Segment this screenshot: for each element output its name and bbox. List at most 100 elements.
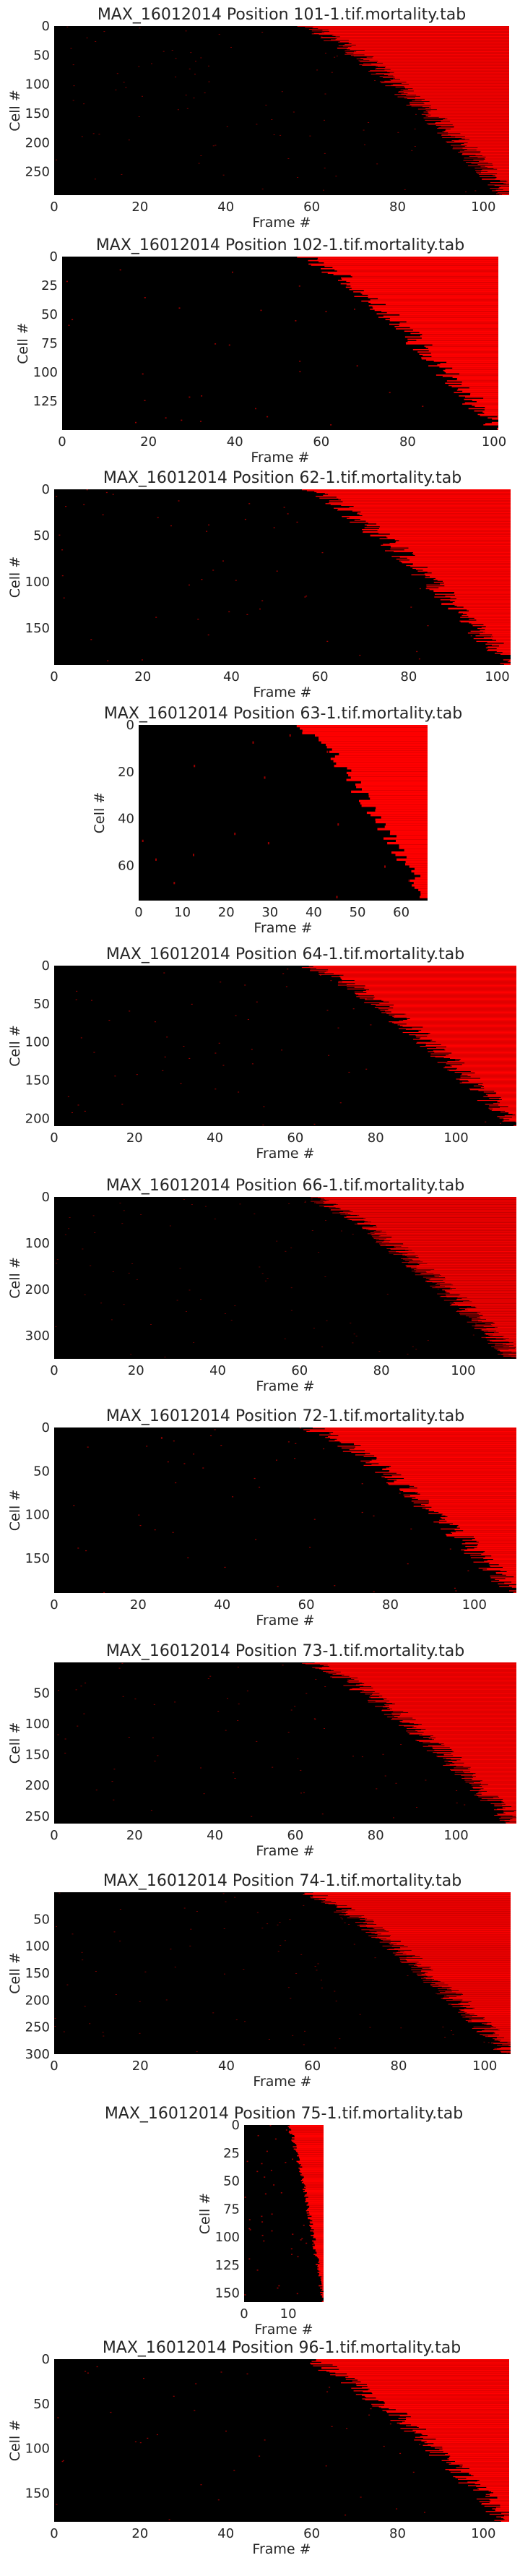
cell-row bbox=[356, 996, 516, 997]
cell-row bbox=[480, 1781, 516, 1782]
cell-row bbox=[347, 1913, 511, 1914]
cell-row bbox=[365, 989, 516, 991]
cell-row bbox=[437, 1756, 516, 1758]
cell-row bbox=[301, 967, 516, 969]
cell-row bbox=[501, 1354, 516, 1355]
cell-row bbox=[292, 2134, 324, 2135]
cell-row bbox=[482, 155, 509, 156]
cell-spot bbox=[64, 1738, 66, 1740]
cell-row bbox=[320, 2270, 324, 2272]
cell-row bbox=[441, 121, 509, 123]
cell-row bbox=[316, 2264, 324, 2265]
cell-row bbox=[348, 1682, 516, 1683]
cell-row bbox=[508, 2045, 511, 2046]
cell-row bbox=[318, 2274, 324, 2275]
cell-row bbox=[493, 636, 511, 637]
cell-row bbox=[422, 1026, 516, 1028]
cell-row bbox=[454, 126, 509, 127]
cell-row bbox=[404, 849, 428, 851]
cell-row bbox=[429, 1501, 516, 1503]
cell-row bbox=[360, 1445, 516, 1446]
cell-row bbox=[349, 1449, 516, 1451]
cell-row bbox=[367, 1233, 516, 1235]
cell-row bbox=[310, 2362, 509, 2364]
cell-row bbox=[391, 1719, 516, 1720]
cell-row bbox=[312, 2246, 324, 2248]
cell-row bbox=[481, 1336, 516, 1338]
cell-row bbox=[421, 1029, 516, 1031]
cell-row bbox=[322, 2295, 324, 2297]
cell-row bbox=[499, 1797, 516, 1798]
cell-spot bbox=[470, 635, 472, 637]
cell-spot bbox=[292, 111, 295, 113]
cell-row bbox=[311, 33, 509, 35]
cell-row bbox=[451, 1532, 516, 1533]
x-tick-label: 20 bbox=[134, 669, 151, 684]
cell-row bbox=[440, 1517, 516, 1519]
y-axis-label: Cell # bbox=[7, 557, 23, 598]
cell-spot bbox=[170, 525, 172, 527]
cell-row bbox=[304, 2195, 324, 2197]
cell-spot bbox=[115, 1994, 117, 1995]
cell-spot bbox=[200, 155, 202, 156]
cell-row bbox=[321, 2282, 324, 2283]
cell-row bbox=[496, 648, 511, 650]
cell-row bbox=[323, 1670, 516, 1672]
cell-spot bbox=[383, 2445, 385, 2447]
cell-row bbox=[429, 589, 511, 591]
cell-row bbox=[500, 186, 509, 187]
cell-row bbox=[364, 50, 509, 51]
cell-row bbox=[447, 2458, 509, 2460]
cell-row bbox=[399, 2423, 509, 2425]
cell-row bbox=[373, 995, 516, 997]
cell-spot bbox=[325, 1220, 326, 1221]
cell-row bbox=[344, 1217, 516, 1218]
cell-row bbox=[422, 2437, 509, 2439]
cell-row bbox=[389, 833, 428, 836]
cell-row bbox=[303, 2183, 324, 2185]
cell-row bbox=[315, 2254, 324, 2257]
cell-spot bbox=[260, 309, 262, 312]
cell-row bbox=[508, 1112, 516, 1114]
cell-row bbox=[474, 1538, 516, 1540]
cell-row bbox=[425, 1508, 516, 1510]
cell-row bbox=[311, 2228, 324, 2230]
cell-row bbox=[304, 1892, 511, 1894]
cell-spot bbox=[348, 1924, 350, 1925]
cell-row bbox=[423, 1732, 516, 1733]
cell-row bbox=[366, 1229, 516, 1230]
cell-row bbox=[340, 1208, 516, 1210]
cell-row bbox=[424, 103, 509, 105]
cell-spot bbox=[346, 2428, 348, 2429]
cell-row bbox=[394, 1954, 511, 1956]
cell-row bbox=[289, 2130, 324, 2132]
cell-row bbox=[308, 2217, 324, 2218]
cell-spot bbox=[155, 858, 157, 861]
cell-spot bbox=[271, 2213, 273, 2215]
cell-row bbox=[298, 2154, 324, 2155]
cell-row bbox=[367, 2384, 509, 2385]
cell-row bbox=[313, 2242, 324, 2244]
cell-row bbox=[413, 554, 511, 555]
cell-row bbox=[503, 664, 511, 665]
cell-row bbox=[499, 187, 509, 189]
cell-row bbox=[430, 2452, 509, 2453]
cell-row bbox=[401, 1246, 516, 1248]
cell-row bbox=[381, 1000, 516, 1001]
x-tick-label: 20 bbox=[126, 1130, 143, 1146]
cell-row bbox=[404, 1725, 516, 1727]
cell-row bbox=[432, 344, 498, 346]
y-axis-label: Cell # bbox=[7, 2420, 23, 2461]
cell-row bbox=[426, 1272, 516, 1273]
cell-row bbox=[480, 166, 509, 168]
cell-row bbox=[498, 1349, 516, 1350]
cell-row bbox=[504, 1802, 516, 1803]
cell-row bbox=[355, 983, 516, 984]
cell-row bbox=[337, 984, 516, 986]
cell-row bbox=[351, 790, 428, 793]
chart-title: MAX_16012014 Position 62-1.tif.mortality… bbox=[103, 469, 462, 487]
cell-row bbox=[456, 598, 511, 600]
cell-spot bbox=[188, 1057, 191, 1059]
cell-spot bbox=[378, 1351, 381, 1352]
cell-spot bbox=[290, 1287, 292, 1289]
